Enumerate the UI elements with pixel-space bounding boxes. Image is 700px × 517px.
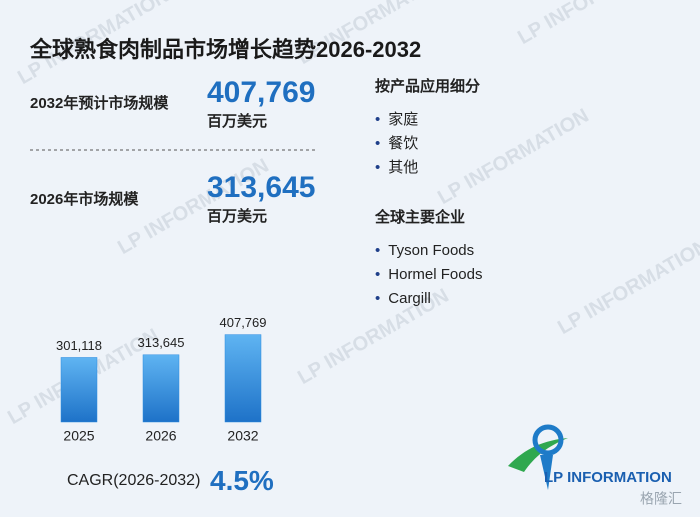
value-label: 313,645	[138, 335, 185, 350]
x-tick-label: 2026	[145, 428, 176, 444]
watermark: LP INFORMATION	[554, 235, 700, 339]
stat-unit: 百万美元	[207, 208, 268, 225]
bar	[60, 357, 98, 423]
stat-value: 313,645	[207, 171, 316, 204]
company-item: Tyson Foods	[375, 242, 474, 259]
value-label: 407,769	[220, 315, 267, 330]
title: 全球熟食肉制品市场增长趋势2026-2032	[30, 37, 422, 62]
bar	[142, 354, 180, 423]
company-item: Cargill	[375, 290, 431, 307]
logo-icon	[508, 424, 568, 490]
company-item: Hormel Foods	[375, 266, 482, 283]
bar	[224, 334, 262, 423]
stat-unit: 百万美元	[207, 113, 268, 130]
segment-item: 家庭	[375, 108, 418, 129]
x-tick-label: 2025	[63, 428, 94, 444]
watermark: LP INFORMATION	[434, 105, 593, 209]
stat-label: 2032年预计市场规模	[30, 95, 169, 112]
segment-item: 其他	[375, 156, 418, 177]
segment-item: 餐饮	[375, 132, 418, 153]
segment-heading: 按产品应用细分	[375, 78, 481, 95]
cagr-label: CAGR(2026-2032)	[67, 472, 201, 489]
watermark: LP INFORMATION	[514, 0, 673, 49]
company-heading: 全球主要企业	[375, 209, 466, 226]
x-tick-label: 2032	[227, 428, 258, 444]
value-label: 301,118	[56, 338, 102, 353]
source-mark: 格隆汇	[640, 491, 682, 507]
stat-value: 407,769	[207, 76, 316, 109]
stat-label: 2026年市场规模	[30, 191, 139, 208]
cagr-value: 4.5%	[210, 465, 274, 496]
logo-text: LP INFORMATION	[544, 469, 672, 486]
